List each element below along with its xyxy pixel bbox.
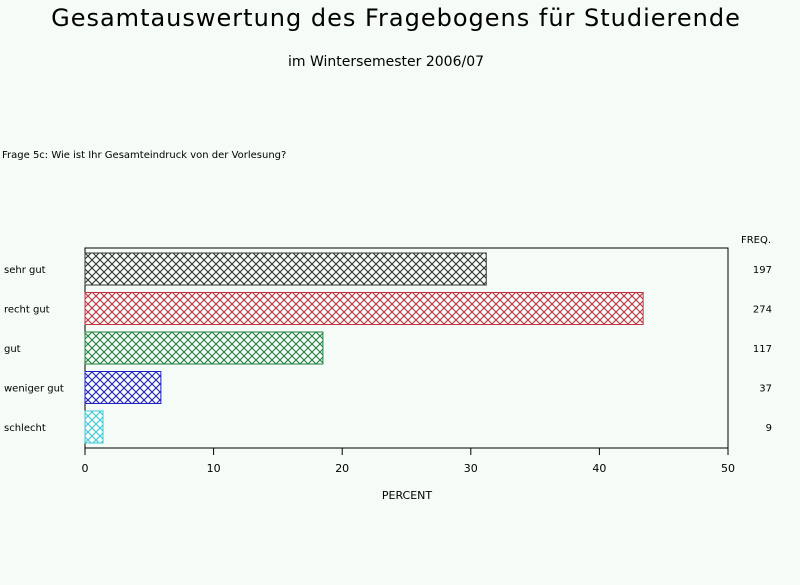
category-label: weniger gut [4, 384, 64, 395]
freq-header: FREQ. [741, 235, 771, 246]
x-tick-label: 20 [335, 462, 349, 475]
x-tick-label: 50 [721, 462, 735, 475]
bar-recht-gut [84, 292, 644, 325]
x-tick-label: 0 [82, 462, 89, 475]
category-label: sehr gut [4, 265, 46, 276]
freq-label: 197 [753, 265, 772, 276]
freq-label: 9 [766, 423, 772, 434]
category-label: schlecht [4, 423, 46, 434]
x-axis-label: PERCENT [382, 489, 433, 502]
category-label: recht gut [4, 305, 50, 316]
bar-sehr-gut [84, 252, 487, 286]
page-title: Gesamtauswertung des Fragebogens für Stu… [51, 4, 741, 32]
page-subtitle: im Wintersemester 2006/07 [287, 54, 485, 70]
bar-gut [84, 331, 324, 365]
x-tick-label: 30 [464, 462, 478, 475]
bar-weniger-gut [84, 371, 162, 404]
freq-label: 117 [753, 344, 772, 355]
category-label: gut [4, 344, 21, 355]
freq-label: 37 [759, 384, 772, 395]
freq-label: 274 [753, 305, 772, 316]
x-tick-label: 40 [592, 462, 606, 475]
bar-schlecht [84, 410, 104, 444]
x-tick-label: 10 [207, 462, 221, 475]
question-text: Frage 5c: Wie ist Ihr Gesamteindruck von… [2, 150, 287, 161]
